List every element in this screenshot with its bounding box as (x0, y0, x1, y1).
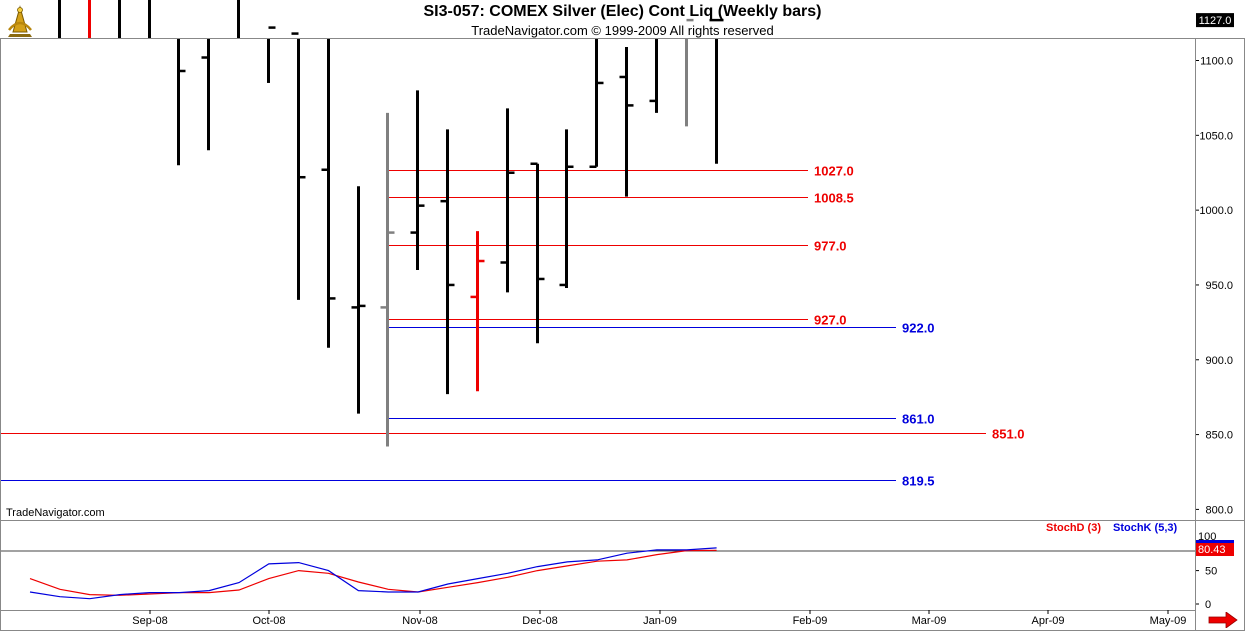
y-tick-label: 900.0 (1205, 355, 1233, 367)
series-line-stochd (29, 549, 717, 596)
level-label: 1008.5 (814, 191, 854, 206)
ohlc-bar (619, 47, 634, 197)
ohlc-bar (201, 39, 210, 151)
price-panel: 800.0 850.0 900.0 950.0 1000.0 1050.0 1100.0 11… (0, 0, 1234, 516)
y-tick-label: 1050.0 (1199, 130, 1233, 142)
stochk-last-tag (1196, 540, 1234, 543)
ohlc-bar (291, 32, 306, 300)
ohlc-bar (380, 112, 395, 447)
x-tick-label: Oct-08 (252, 615, 285, 627)
level-label: 851.0 (992, 427, 1025, 442)
ohlc-bar (148, 0, 151, 39)
ohlc-bar (267, 26, 276, 83)
y-tick-label: 850.0 (1205, 430, 1233, 442)
x-tick-label: Jan-09 (643, 615, 677, 627)
last-price-label: 1127.0 (1199, 15, 1232, 27)
stochd-last-tag (1196, 543, 1234, 556)
last-price-tag (1196, 13, 1234, 28)
ohlc-bar (589, 39, 604, 168)
y-tick-label: 1000.0 (1199, 205, 1233, 217)
ohlc-bar (530, 162, 545, 344)
ohlc-bar (440, 129, 455, 395)
chart-subtitle: TradeNavigator.com © 1999-2009 All right… (471, 23, 774, 38)
ohlc-bar (410, 90, 425, 270)
stoch-y-tick-label: 50 (1205, 566, 1217, 578)
legend-stochd: StochD (3) (1046, 522, 1101, 534)
sextant-icon[interactable] (4, 4, 36, 38)
level-label: 927.0 (814, 313, 847, 328)
ohlc-bar (649, 39, 658, 113)
ohlc-bar (351, 186, 366, 414)
ohlc-bar (177, 39, 186, 166)
level-label: 819.5 (902, 474, 935, 489)
right-arrow-icon[interactable] (1208, 612, 1238, 628)
y-tick-label: 800.0 (1205, 504, 1233, 516)
y-tick-label: 1100.0 (1200, 56, 1233, 68)
ohlc-bar (88, 0, 91, 39)
ohlc-bar (500, 108, 515, 293)
level-label: 861.0 (902, 412, 935, 427)
level-label: 977.0 (814, 239, 847, 254)
ohlc-bar (237, 0, 240, 39)
x-tick-label: Mar-09 (912, 615, 947, 627)
stoch-y-tick-label: 0 (1205, 599, 1211, 611)
x-tick-label: May-09 (1150, 615, 1187, 627)
y-tick-label: 950.0 (1205, 280, 1233, 292)
x-tick-label: Nov-08 (402, 615, 437, 627)
ohlc-bar (470, 231, 485, 392)
level-label: 1027.0 (814, 164, 854, 179)
ohlc-bar (709, 18, 724, 164)
ohlc-bar (321, 39, 336, 348)
level-label: 922.0 (902, 321, 935, 336)
ohlc-bar (58, 0, 61, 39)
series-line-stochk (29, 547, 717, 600)
watermark: TradeNavigator.com (6, 507, 105, 519)
chart-frame (0, 38, 1245, 631)
ohlc-bar (685, 18, 694, 127)
x-tick-label: Sep-08 (132, 615, 167, 627)
x-tick-label: Feb-09 (793, 615, 828, 627)
ohlc-bar (559, 129, 574, 288)
chart-title: SI3-057: COMEX Silver (Elec) Cont Liq (W… (423, 3, 822, 20)
x-tick-label: Apr-09 (1031, 615, 1064, 627)
legend-stochk: StochK (5,3) (1113, 522, 1178, 534)
stochd-last-label: 80.43 (1198, 544, 1226, 556)
x-tick-label: Dec-08 (522, 615, 557, 627)
